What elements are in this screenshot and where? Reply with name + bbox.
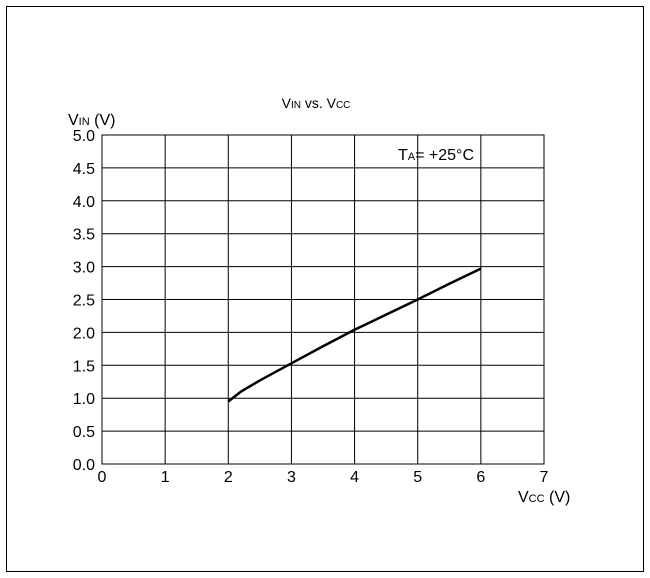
y-tick-label: 3.0 xyxy=(73,260,95,277)
y-tick-label: 4.5 xyxy=(73,161,95,178)
x-tick-label: 4 xyxy=(350,469,359,486)
x-tick-label: 3 xyxy=(287,469,296,486)
series-layer xyxy=(227,267,482,403)
temperature-annotation: TA= +25°C xyxy=(398,147,474,164)
series-line xyxy=(227,267,482,403)
x-tick-label: 6 xyxy=(476,469,485,486)
y-tick-label: 0.5 xyxy=(73,424,95,441)
chart-title: VIN vs. VCC xyxy=(282,95,351,111)
figure-frame xyxy=(6,6,644,572)
y-tick-label: 2.0 xyxy=(73,325,95,342)
y-tick-label: 4.0 xyxy=(73,194,95,211)
x-tick-label: 1 xyxy=(161,469,170,486)
plot-area xyxy=(101,134,545,465)
y-axis-label: VIN (V) xyxy=(68,112,115,129)
tick-labels: 0 1 2 3 4 5 6 7 0.0 0.5 1.0 1.5 2.0 2.5 3.0 3.5 4.0 4.5 5.… xyxy=(73,128,549,486)
x-tick-label: 0 xyxy=(98,469,107,486)
y-tick-label: 1.5 xyxy=(73,358,95,375)
x-tick-label: 7 xyxy=(540,469,549,486)
x-tick-label: 5 xyxy=(413,469,422,486)
y-tick-label: 3.5 xyxy=(73,227,95,244)
x-tick-label: 2 xyxy=(224,469,233,486)
y-tick-label: 5.0 xyxy=(73,128,95,145)
y-tick-label: 0.0 xyxy=(73,457,95,474)
y-tick-label: 1.0 xyxy=(73,391,95,408)
x-axis-label: VCC (V) xyxy=(518,489,570,506)
grid xyxy=(102,135,544,464)
y-tick-label: 2.5 xyxy=(73,293,95,310)
